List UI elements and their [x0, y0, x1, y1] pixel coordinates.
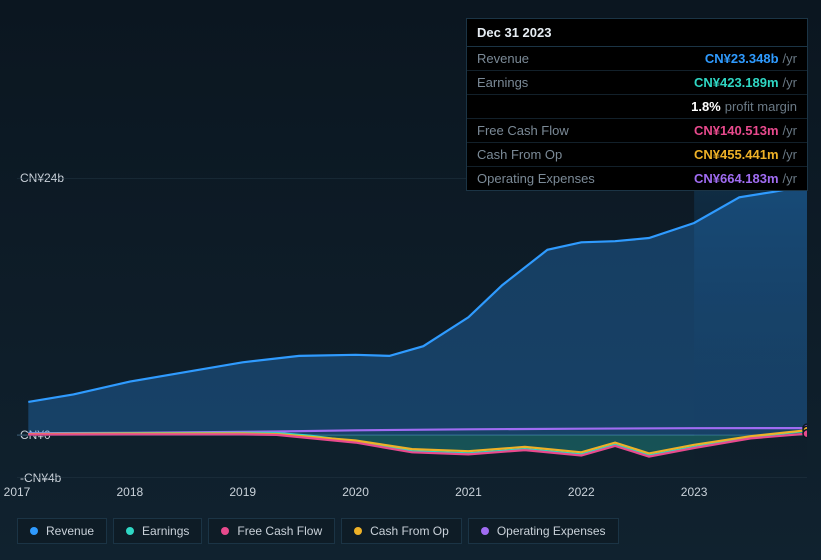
summary-panel: Dec 31 2023 RevenueCN¥23.348b/yrEarnings… [466, 18, 808, 191]
legend-dot-icon [354, 527, 362, 535]
summary-row-value: CN¥23.348b [705, 51, 779, 66]
legend-dot-icon [126, 527, 134, 535]
summary-row-value: CN¥140.513m [694, 123, 779, 138]
x-axis-label: 2022 [568, 485, 595, 499]
summary-row-unit: /yr [783, 147, 797, 162]
summary-row-free-cash-flow: Free Cash FlowCN¥140.513m/yr [467, 119, 807, 143]
legend-label: Earnings [142, 524, 189, 538]
summary-row-profit-margin: 1.8% profit margin [467, 95, 807, 119]
x-axis-label: 2020 [342, 485, 369, 499]
summary-row-revenue: RevenueCN¥23.348b/yr [467, 47, 807, 71]
summary-row-unit: /yr [783, 123, 797, 138]
summary-row-value: CN¥664.183m [694, 171, 779, 186]
x-axis-label: 2023 [681, 485, 708, 499]
summary-row-unit: profit margin [725, 99, 797, 114]
summary-row-earnings: EarningsCN¥423.189m/yr [467, 71, 807, 95]
x-axis-label: 2019 [229, 485, 256, 499]
summary-row-value: 1.8% [691, 99, 721, 114]
legend-item-cfo[interactable]: Cash From Op [341, 518, 462, 544]
summary-row-label: Revenue [477, 51, 705, 66]
summary-row-label: Free Cash Flow [477, 123, 694, 138]
x-axis-label: 2021 [455, 485, 482, 499]
legend-dot-icon [221, 527, 229, 535]
series-marker-fcf[interactable] [803, 430, 807, 438]
legend-label: Revenue [46, 524, 94, 538]
series-area-revenue [28, 186, 807, 436]
summary-row-unit: /yr [783, 171, 797, 186]
summary-row-label: Cash From Op [477, 147, 694, 162]
legend-dot-icon [30, 527, 38, 535]
summary-date: Dec 31 2023 [467, 19, 807, 47]
chart-area[interactable] [17, 178, 807, 478]
summary-row-label: Operating Expenses [477, 171, 694, 186]
summary-row-unit: /yr [783, 75, 797, 90]
legend-item-opex[interactable]: Operating Expenses [468, 518, 619, 544]
legend-dot-icon [481, 527, 489, 535]
summary-row-unit: /yr [783, 51, 797, 66]
legend-item-fcf[interactable]: Free Cash Flow [208, 518, 335, 544]
legend-label: Cash From Op [370, 524, 449, 538]
legend-label: Free Cash Flow [237, 524, 322, 538]
summary-row-operating-expenses: Operating ExpensesCN¥664.183m/yr [467, 167, 807, 190]
legend-item-revenue[interactable]: Revenue [17, 518, 107, 544]
legend-item-earnings[interactable]: Earnings [113, 518, 202, 544]
summary-row-value: CN¥423.189m [694, 75, 779, 90]
x-axis-label: 2018 [116, 485, 143, 499]
legend: Revenue Earnings Free Cash Flow Cash From O… [17, 518, 619, 544]
legend-label: Operating Expenses [497, 524, 606, 538]
summary-row-value: CN¥455.441m [694, 147, 779, 162]
x-axis-label: 2017 [4, 485, 31, 499]
summary-row-label: Earnings [477, 75, 694, 90]
summary-row-cash-from-op: Cash From OpCN¥455.441m/yr [467, 143, 807, 167]
